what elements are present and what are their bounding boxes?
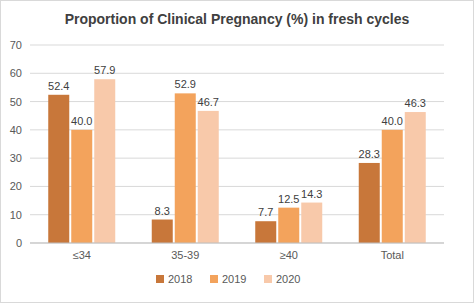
data-label: 46.3: [405, 97, 426, 109]
data-label: 46.7: [198, 96, 219, 108]
bars: [48, 79, 426, 243]
bar: [359, 163, 380, 243]
bar: [382, 130, 403, 243]
legend-swatch: [156, 275, 164, 283]
data-label: 7.7: [258, 206, 273, 218]
y-tick-label: 30: [10, 152, 22, 164]
y-tick-label: 70: [10, 39, 22, 51]
bar: [405, 112, 426, 243]
bar: [152, 220, 173, 243]
legend-label: 2019: [222, 273, 246, 285]
x-tick-label: ≥40: [280, 249, 298, 261]
chart-svg: Proportion of Clinical Pregnancy (%) in …: [0, 0, 474, 303]
data-label: 40.0: [71, 115, 92, 127]
data-label: 40.0: [382, 115, 403, 127]
x-tick-label: ≤34: [73, 249, 91, 261]
data-label: 8.3: [155, 205, 170, 217]
bar: [255, 221, 276, 243]
bar: [175, 93, 196, 243]
bar: [278, 208, 299, 243]
y-tick-label: 60: [10, 67, 22, 79]
data-labels: 52.4 40.0 57.9 8.3 52.946.7 7.7 12.514.3 28.3 40…: [48, 64, 426, 218]
grid-line: [30, 243, 444, 244]
data-label: 52.4: [48, 80, 69, 92]
y-tick-label: 20: [10, 180, 22, 192]
data-label: 57.9: [94, 64, 115, 76]
bar: [301, 203, 322, 243]
data-label: 12.5: [278, 193, 299, 205]
y-tick-label: 0: [16, 237, 22, 249]
chart-container: Proportion of Clinical Pregnancy (%) in …: [0, 0, 474, 303]
bar: [48, 95, 69, 243]
grid-line: [30, 73, 444, 74]
legend-swatch: [210, 275, 218, 283]
grid-line: [30, 45, 444, 46]
bar: [198, 111, 219, 243]
x-axis-line: [30, 243, 444, 244]
y-tick-label: 10: [10, 209, 22, 221]
x-tick-label: Total: [381, 249, 404, 261]
title: Proportion of Clinical Pregnancy (%) in …: [65, 11, 410, 27]
data-label: 14.3: [301, 188, 322, 200]
legend-label: 2020: [276, 273, 300, 285]
x-tick-label: 35-39: [171, 249, 199, 261]
legend-label: 2018: [168, 273, 192, 285]
legend-swatch: [264, 275, 272, 283]
legend: 2018 2019 2020: [156, 273, 300, 285]
chart-frame: [1, 1, 474, 303]
y-tick-label: 40: [10, 124, 22, 136]
y-tick-label: 50: [10, 96, 22, 108]
data-label: 52.9: [175, 78, 196, 90]
bar: [71, 130, 92, 243]
grid-line: [30, 101, 444, 102]
data-label: 28.3: [359, 148, 380, 160]
bar: [94, 79, 115, 243]
